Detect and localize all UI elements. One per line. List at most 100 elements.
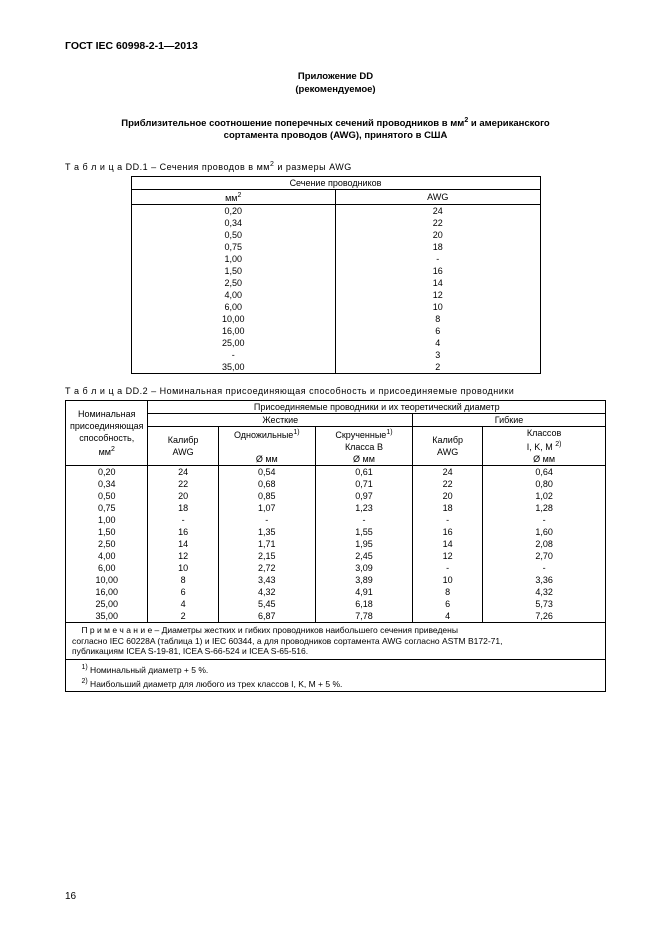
t2-nom-l2: присоединяющая — [70, 421, 143, 431]
heading-part2: сортамента проводов (AWG), принятого в С… — [224, 130, 448, 141]
t2-cell: - — [483, 514, 606, 526]
t2-cell: 0,97 — [315, 490, 412, 502]
t2-cell: 10 — [148, 562, 218, 574]
t2-cell: 12 — [148, 550, 218, 562]
t1-cell-awg: 8 — [336, 313, 541, 325]
t2-cell: 22 — [413, 478, 483, 490]
t2-cell: 1,28 — [483, 502, 606, 514]
t2-cell: 20 — [413, 490, 483, 502]
t2-cell: 8 — [413, 586, 483, 598]
t2-cell: 5,73 — [483, 598, 606, 610]
t2-cell: 1,71 — [218, 538, 315, 550]
t1-cell-awg: 14 — [336, 277, 541, 289]
table2-caption: Т а б л и ц а DD.2 – Номинальная присоед… — [65, 386, 606, 397]
t2-cell: 3,43 — [218, 574, 315, 586]
fn2-text: Наибольший диаметр для любого из трех кл… — [88, 678, 343, 688]
t2-cell: - — [148, 514, 218, 526]
t2-cell: 4,32 — [483, 586, 606, 598]
page-number: 16 — [65, 891, 76, 903]
t2-cell: 16,00 — [66, 586, 148, 598]
t1-cell-mm: 4,00 — [131, 289, 336, 301]
t1-cap-suffix: и размеры AWG — [274, 162, 351, 172]
t2-cell: - — [413, 562, 483, 574]
t2-cell: 16 — [413, 526, 483, 538]
t1-cell-mm: - — [131, 349, 336, 361]
t2-cell: 0,34 — [66, 478, 148, 490]
t2-cell: 0,75 — [66, 502, 148, 514]
t2-h-cal1: КалибрAWG — [148, 426, 218, 465]
t1-cell-mm: 6,00 — [131, 301, 336, 313]
t2-cell: 7,26 — [483, 610, 606, 623]
t2-cell: 2,08 — [483, 538, 606, 550]
main-heading: Приблизительное соотношение поперечных с… — [75, 117, 596, 141]
t1-col1-sup: 2 — [237, 192, 241, 199]
t2-cell: 0,54 — [218, 465, 315, 478]
t1-cell-mm: 0,75 — [131, 241, 336, 253]
t2-footnotes: 1) Номинальный диаметр + 5 %. 2) Наиболь… — [66, 659, 606, 692]
t2-cell: - — [218, 514, 315, 526]
t2-cell: 1,50 — [66, 526, 148, 538]
t1-cell-mm: 2,50 — [131, 277, 336, 289]
t2-h-rigid: Жесткие — [148, 413, 413, 426]
t2-cal1-l2: AWG — [172, 447, 193, 457]
t2-cell: 0,61 — [315, 465, 412, 478]
t1-cell-awg: 12 — [336, 289, 541, 301]
t2-cell: 18 — [413, 502, 483, 514]
t2-cell: 0,80 — [483, 478, 606, 490]
t2-cell: 2,70 — [483, 550, 606, 562]
t1-cell-awg: - — [336, 253, 541, 265]
t1-cell-awg: 24 — [336, 205, 541, 218]
t1-cell-mm: 1,00 — [131, 253, 336, 265]
t2-cell: 1,35 — [218, 526, 315, 538]
t2-h-nominal: Номинальная присоединяющая способность, … — [66, 400, 148, 465]
t2-cell: 1,07 — [218, 502, 315, 514]
t2-cell: 8 — [148, 574, 218, 586]
t2-cell: 4 — [148, 598, 218, 610]
t1-cell-mm: 0,34 — [131, 217, 336, 229]
t1-cell-mm: 16,00 — [131, 325, 336, 337]
t2-cell: 1,60 — [483, 526, 606, 538]
t2-sng-txt: Одножильные — [234, 430, 293, 440]
t2-note: П р и м е ч а н и е – Диаметры жестких и… — [66, 622, 606, 659]
t2-cell: 4,32 — [218, 586, 315, 598]
t2-cell: 10,00 — [66, 574, 148, 586]
t2-cell: 1,23 — [315, 502, 412, 514]
fn1-text: Номинальный диаметр + 5 %. — [88, 665, 209, 675]
t2-cell: 0,50 — [66, 490, 148, 502]
t1-cell-awg: 22 — [336, 217, 541, 229]
t1-cell-awg: 18 — [336, 241, 541, 253]
t2-h-strand: Скрученные1)Класса BØ мм — [315, 426, 412, 465]
t2-cell: 1,55 — [315, 526, 412, 538]
doc-code: ГОСТ IEC 60998-2-1—2013 — [65, 40, 606, 53]
t2-cell: 2,15 — [218, 550, 315, 562]
appendix-sub: (рекомендуемое) — [65, 84, 606, 95]
t2-h-single: Одножильные1) Ø мм — [218, 426, 315, 465]
t2-h-class: КлассовI, K, M 2)Ø мм — [483, 426, 606, 465]
t2-sng-sup: 1) — [293, 429, 299, 436]
t1-cap-prefix: Т а б л и ц а DD.1 – Сечения проводов в … — [65, 162, 270, 172]
t2-str-l1: Скрученные — [335, 430, 386, 440]
t2-cell: 2,45 — [315, 550, 412, 562]
t2-cell: 3,89 — [315, 574, 412, 586]
t2-cell: 6,87 — [218, 610, 315, 623]
t2-cell: 24 — [148, 465, 218, 478]
t1-col2-header: AWG — [336, 190, 541, 205]
t2-nom-sup: 2 — [111, 446, 115, 453]
t2-cell: 3,09 — [315, 562, 412, 574]
t1-col1-text: мм — [225, 193, 237, 203]
t2-str-sup: 1) — [386, 429, 392, 436]
t2-cell: 5,45 — [218, 598, 315, 610]
t2-cls-sup: 2) — [555, 441, 561, 448]
t2-cell: 4 — [413, 610, 483, 623]
t2-cls-d: Ø мм — [533, 454, 555, 464]
t2-nom-l3: способность, мм — [79, 433, 134, 457]
t2-cell: 24 — [413, 465, 483, 478]
t2-cell: 1,00 — [66, 514, 148, 526]
t2-sng-d: Ø мм — [256, 454, 278, 464]
heading-part1b: и американского — [468, 119, 549, 130]
t1-cell-awg: 16 — [336, 265, 541, 277]
t2-cell: 0,20 — [66, 465, 148, 478]
t2-cell: 14 — [413, 538, 483, 550]
table-dd2: Номинальная присоединяющая способность, … — [65, 400, 606, 693]
t1-cell-mm: 35,00 — [131, 361, 336, 374]
